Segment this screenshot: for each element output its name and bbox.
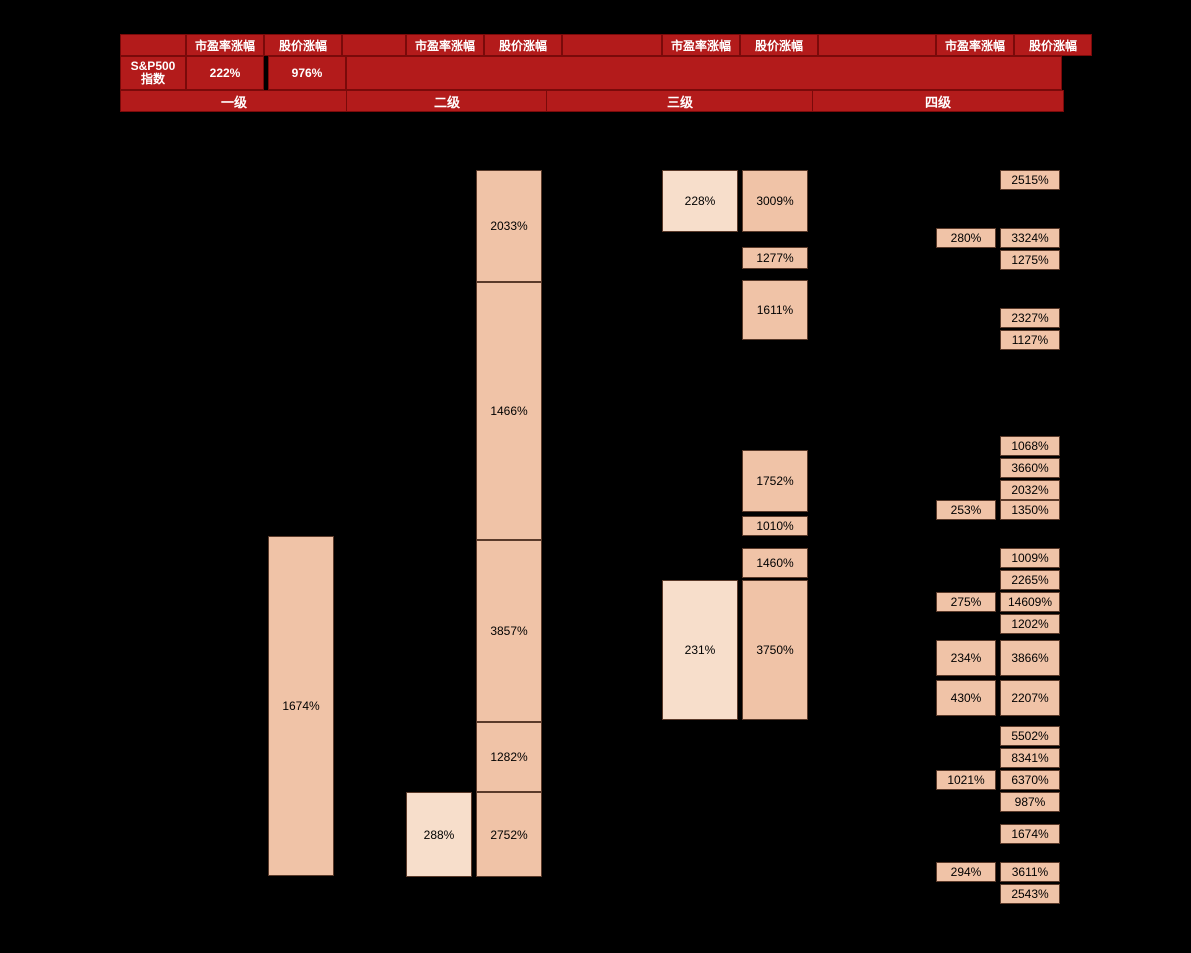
bar-L4-price-6370: 6370%	[1000, 770, 1060, 790]
bar-L4-pe-275: 275%	[936, 592, 996, 612]
bar-L4-price-2543: 2543%	[1000, 884, 1060, 904]
header-index-label: S&P500 指数	[120, 56, 186, 90]
bar-L3-price-1277: 1277%	[742, 247, 808, 269]
bar-L4-price-1127: 1127%	[1000, 330, 1060, 350]
bar-L4-price-1674b: 1674%	[1000, 824, 1060, 844]
bar-L2-price-1466: 1466%	[476, 282, 542, 540]
bar-L3-price-1010: 1010%	[742, 516, 808, 536]
bar-L2-price-2033: 2033%	[476, 170, 542, 282]
header-gap-2	[562, 34, 662, 56]
bar-L4-price-987: 987%	[1000, 792, 1060, 812]
bar-L4-price-3324: 3324%	[1000, 228, 1060, 248]
bar-L4-price-1350: 1350%	[1000, 500, 1060, 520]
bar-L2-price-3857: 3857%	[476, 540, 542, 722]
bar-L2-pe-288: 288%	[406, 792, 472, 877]
level-cell-2: 二级	[346, 90, 548, 112]
bar-L4-price-1202: 1202%	[1000, 614, 1060, 634]
header-pe-col-1: 市盈率涨幅	[186, 34, 264, 56]
bar-L4-pe-294: 294%	[936, 862, 996, 882]
header-pe-col-2: 市盈率涨幅	[406, 34, 484, 56]
bar-L3-pe-228: 228%	[662, 170, 738, 232]
bar-L3-pe-231: 231%	[662, 580, 738, 720]
header-gap-1	[342, 34, 406, 56]
bar-L4-price-5502: 5502%	[1000, 726, 1060, 746]
level-cell-3: 三级	[546, 90, 814, 112]
bar-L4-price-3866: 3866%	[1000, 640, 1060, 676]
bar-L4-price-3611: 3611%	[1000, 862, 1060, 882]
bar-L4-price-2207: 2207%	[1000, 680, 1060, 716]
header-index-pe: 222%	[186, 56, 264, 90]
header-pe-col-3: 市盈率涨幅	[662, 34, 740, 56]
header-blank	[120, 34, 186, 56]
bar-L4-pe-280: 280%	[936, 228, 996, 248]
bar-L4-price-8341: 8341%	[1000, 748, 1060, 768]
header-price-col-1: 股价涨幅	[264, 34, 342, 56]
level-cell-4: 四级	[812, 90, 1064, 112]
bar-L4-pe-234: 234%	[936, 640, 996, 676]
level-cell-1: 一级	[120, 90, 348, 112]
bar-L4-price-14609: 14609%	[1000, 592, 1060, 612]
header-price-col-4: 股价涨幅	[1014, 34, 1092, 56]
bar-L4-price-2032: 2032%	[1000, 480, 1060, 500]
bar-L1-price-1674: 1674%	[268, 536, 334, 876]
bar-L4-price-1068: 1068%	[1000, 436, 1060, 456]
bar-L3-price-1752: 1752%	[742, 450, 808, 512]
bar-L4-price-2327: 2327%	[1000, 308, 1060, 328]
header-price-col-3: 股价涨幅	[740, 34, 818, 56]
bar-L4-pe-1021: 1021%	[936, 770, 996, 790]
bar-L3-price-1611: 1611%	[742, 280, 808, 340]
bar-L4-price-2515: 2515%	[1000, 170, 1060, 190]
bar-L2-price-2752: 2752%	[476, 792, 542, 877]
bar-L4-price-2265: 2265%	[1000, 570, 1060, 590]
bar-L2-price-1282: 1282%	[476, 722, 542, 792]
chart-canvas: S&P500 指数 市盈率涨幅股价涨幅市盈率涨幅股价涨幅市盈率涨幅股价涨幅市盈率…	[0, 0, 1191, 953]
header-index-price: 976%	[268, 56, 346, 90]
bar-L3-price-3009: 3009%	[742, 170, 808, 232]
bar-L4-price-3660: 3660%	[1000, 458, 1060, 478]
header-index-span	[346, 56, 1062, 90]
bar-L4-price-1009: 1009%	[1000, 548, 1060, 568]
bar-L4-pe-430: 430%	[936, 680, 996, 716]
bar-L4-pe-253: 253%	[936, 500, 996, 520]
bar-L4-price-1275: 1275%	[1000, 250, 1060, 270]
header-gap-3	[818, 34, 936, 56]
header-pe-col-4: 市盈率涨幅	[936, 34, 1014, 56]
bar-L3-price-3750: 3750%	[742, 580, 808, 720]
bar-L3-price-1460: 1460%	[742, 548, 808, 578]
header-price-col-2: 股价涨幅	[484, 34, 562, 56]
